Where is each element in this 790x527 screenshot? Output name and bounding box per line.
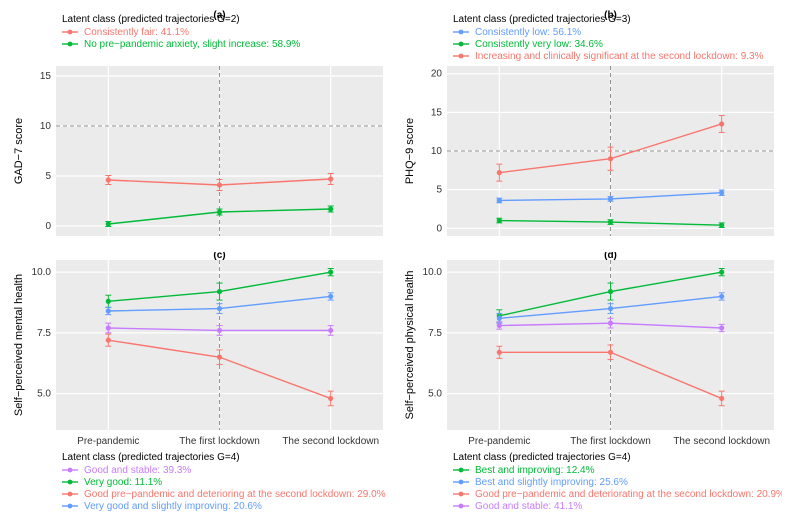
panel-a: 051015(a)GAD−7 scoreLatent class (predic…	[8, 8, 391, 248]
svg-text:The second lockdown: The second lockdown	[282, 436, 379, 447]
legend-item: Good pre−pandemic and deteriorating at t…	[475, 489, 782, 500]
y-axis-label: Self−perceived mental health	[13, 274, 25, 416]
legend-item: Very good: 11.1%	[84, 477, 162, 488]
svg-text:5.0: 5.0	[37, 389, 51, 400]
legend-item: Best and improving: 12.4%	[475, 465, 595, 476]
legend-title: Latent class (predicted trajectories G=2…	[62, 14, 240, 25]
svg-text:Pre-pandemic: Pre-pandemic	[468, 436, 530, 447]
legend-item: Good and stable: 41.1%	[475, 501, 582, 512]
legend-item: Good and stable: 39.3%	[84, 465, 191, 476]
svg-text:The first lockdown: The first lockdown	[179, 436, 260, 447]
y-axis-label: Self−perceived physical health	[404, 271, 416, 420]
svg-text:10: 10	[40, 121, 52, 132]
svg-text:0: 0	[436, 223, 442, 234]
legend-item: Best and slightly improving: 25.6%	[475, 477, 628, 488]
legend-item: Consistently very low: 34.6%	[475, 39, 603, 50]
svg-text:15: 15	[40, 71, 52, 82]
legend-item: Good pre−pandemic and deterioring at the…	[84, 489, 386, 500]
legend-item: No pre−pandemic anxiety, slight increase…	[84, 39, 300, 50]
legend-title: Latent class (predicted trajectories G=4…	[453, 452, 631, 463]
legend-item: Consistently fair: 41.1%	[84, 27, 189, 38]
panel-d: 5.0 7.5 10.0 (d) Self−perceived physical hea…	[399, 252, 782, 517]
svg-text:Pre-pandemic: Pre-pandemic	[77, 436, 139, 447]
svg-text:10.0: 10.0	[32, 267, 52, 278]
svg-text:7.5: 7.5	[428, 328, 442, 339]
legend-title: Latent class (predicted trajectories G=4…	[62, 452, 240, 463]
svg-text:The second lockdown: The second lockdown	[673, 436, 770, 447]
legend-item: Increasing and clinically significant at…	[475, 51, 764, 62]
panel-b: 05101520(b)PHQ−9 scoreLatent class (pred…	[399, 8, 782, 248]
legend-item: Very good and slightly improving: 20.6%	[84, 501, 262, 512]
svg-text:5: 5	[436, 185, 442, 196]
svg-text:5.0: 5.0	[428, 389, 442, 400]
legend-title: Latent class (predicted trajectories G=3…	[453, 14, 631, 25]
svg-text:7.5: 7.5	[37, 328, 51, 339]
svg-text:10.0: 10.0	[423, 267, 443, 278]
chart-grid: 051015(a)GAD−7 scoreLatent class (predic…	[8, 8, 782, 517]
y-axis-label: GAD−7 score	[13, 118, 25, 184]
svg-text:15: 15	[431, 107, 443, 118]
panel-title: (c)	[213, 252, 225, 261]
svg-text:0: 0	[45, 221, 51, 232]
panel-title: (d)	[604, 252, 617, 261]
legend-item: Consistently low: 56.1%	[475, 27, 581, 38]
svg-text:5: 5	[45, 171, 51, 182]
svg-text:20: 20	[431, 69, 443, 80]
svg-text:The first lockdown: The first lockdown	[570, 436, 651, 447]
y-axis-label: PHQ−9 score	[404, 118, 416, 184]
panel-c: 5.0 7.5 10.0 (c) Self−perceived mental healt…	[8, 252, 391, 517]
svg-text:10: 10	[431, 146, 443, 157]
